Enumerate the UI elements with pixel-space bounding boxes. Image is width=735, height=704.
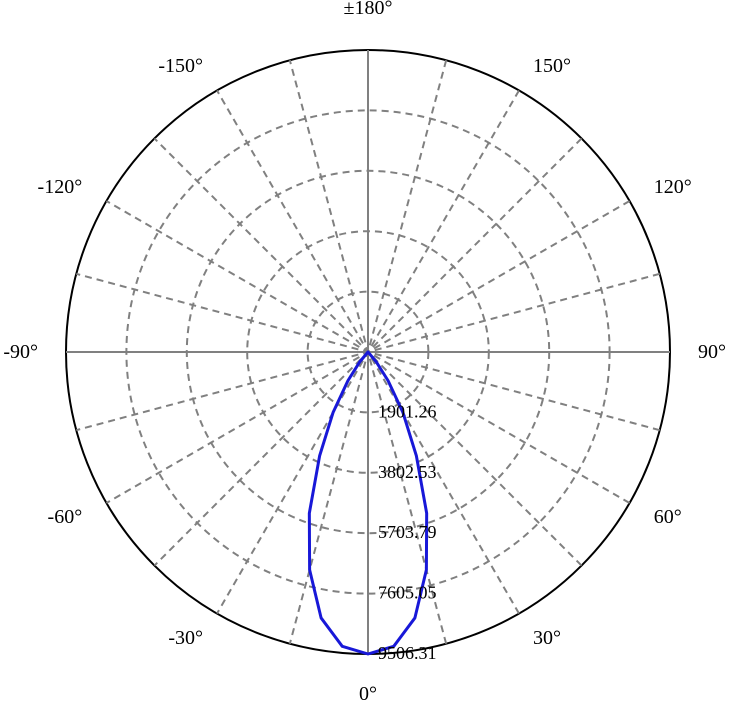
angle-label: 0°: [359, 683, 377, 704]
angle-label: 150°: [533, 55, 571, 77]
angle-label: 120°: [654, 176, 692, 198]
angle-label: 90°: [698, 341, 726, 363]
radial-tick-label: 5703.79: [378, 522, 437, 542]
radial-tick-label: 9506.31: [378, 643, 437, 663]
angle-label: -30°: [168, 627, 203, 649]
angle-label: -150°: [158, 55, 203, 77]
angle-label: ±180°: [344, 0, 393, 19]
polar-svg: 1901.26 3802.53 5703.79 7605.05 9506.310° 30°…: [0, 0, 735, 704]
radial-tick-label: 7605.05: [378, 583, 437, 603]
radial-tick-label: 1901.26: [378, 401, 437, 421]
angle-label: -90°: [3, 341, 38, 363]
angle-label: -60°: [48, 506, 83, 528]
angle-label: 30°: [533, 627, 561, 649]
angle-label: 60°: [654, 506, 682, 528]
radial-tick-label: 3802.53: [378, 462, 437, 482]
polar-chart: 1901.26 3802.53 5703.79 7605.05 9506.310° 30°…: [0, 0, 735, 704]
angle-label: -120°: [38, 176, 83, 198]
